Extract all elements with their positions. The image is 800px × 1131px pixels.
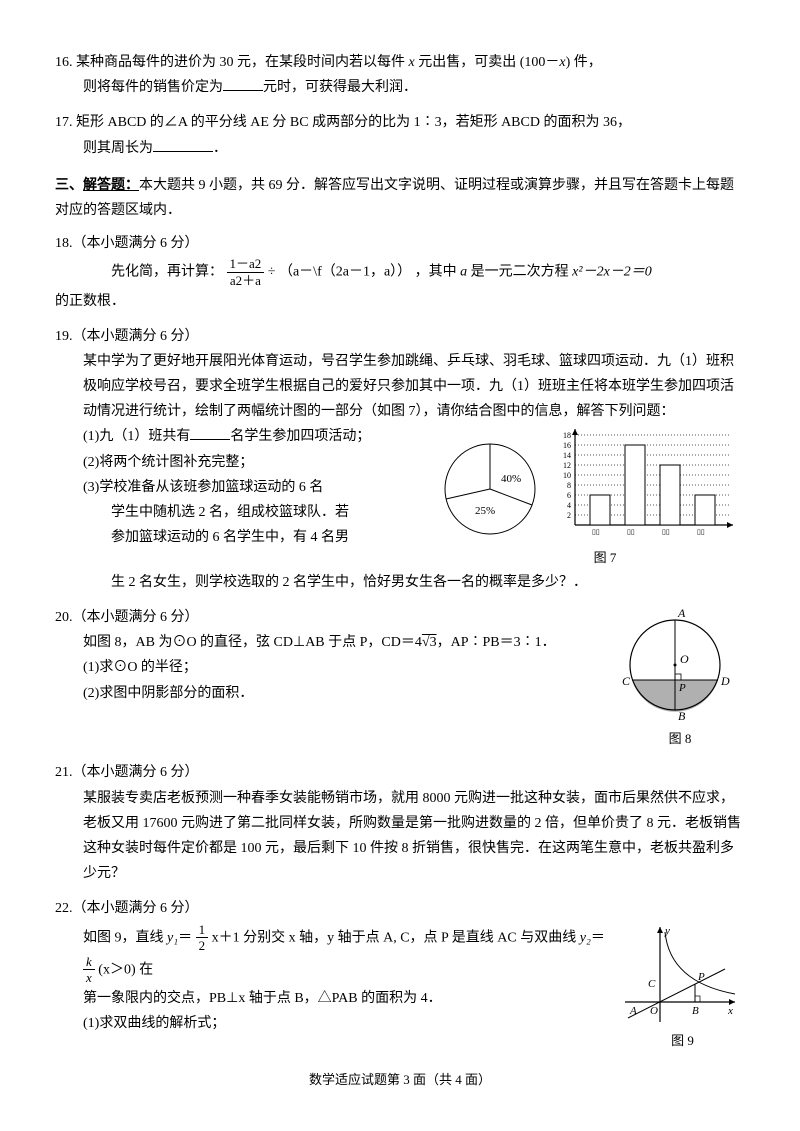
q16-blank [223, 75, 263, 91]
section-3-title: 三、解答题：本大题共 9 小题，共 69 分．解答应写出文字说明、证明过程或演算… [55, 173, 745, 223]
svg-text:P: P [697, 971, 705, 983]
pie-label-40: 40% [501, 473, 521, 485]
circle-diagram: A B C D O P [615, 605, 735, 725]
svg-text:4: 4 [567, 501, 571, 510]
q22-number: 22. [55, 901, 73, 916]
q19-sub1: (1)九（1）班共有名学生参加四项活动； [83, 424, 435, 449]
q20-number: 20. [55, 610, 73, 625]
question-19: 19.（本小题满分 6 分） 某中学为了更好地开展阳光体育运动，号召学生参加跳绳… [55, 324, 745, 595]
q22-sub1: (1)求双曲线的解析式； [55, 1011, 620, 1036]
q18-number: 18. [55, 236, 73, 251]
q19-number: 19. [55, 329, 73, 344]
svg-text:8: 8 [567, 481, 571, 490]
q17-line2: 则其周长为． [55, 136, 745, 161]
q20-sub2: (2)求图中阴影部分的面积． [55, 681, 615, 706]
figure-8-label: 图 8 [615, 727, 745, 750]
pie-label-25: 25% [475, 505, 495, 517]
svg-text:18: 18 [563, 431, 571, 440]
q19-sub3-l1: (3)学校准备从该班参加篮球运动的 6 名 [83, 475, 435, 500]
svg-text:A: A [629, 1005, 637, 1017]
q22-frac1: 12 [196, 922, 209, 954]
svg-text:2: 2 [567, 511, 571, 520]
svg-text:14: 14 [563, 451, 571, 460]
svg-text:O: O [680, 652, 689, 666]
q18-header: 18.（本小题满分 6 分） [55, 231, 745, 256]
q19-sub3-l4: 生 2 名女生，则学校选取的 2 名学生中，恰好男女生各一名的概率是多少？． [55, 570, 745, 595]
bar-yticks: 18 16 14 12 10 8 6 4 2 [563, 431, 571, 520]
svg-text:O: O [650, 1005, 658, 1017]
page-footer: 数学适应试题第 3 面（共 4 面） [0, 1068, 800, 1091]
svg-text:x: x [727, 1005, 733, 1017]
svg-text:A: A [677, 606, 686, 620]
svg-text:▯▯: ▯▯ [697, 528, 705, 536]
q19-sub3-l3: 参加篮球运动的 6 名学生中，有 4 名男 [83, 525, 435, 550]
question-16: 16. 某种商品每件的进价为 30 元，在某段时间内若以每件 x 元出售，可卖出… [55, 50, 745, 100]
q17-blank [153, 136, 213, 152]
figure-8: A B C D O P 图 8 [615, 605, 745, 750]
q16-number: 16. [55, 55, 73, 70]
q20-sub1: (1)求⊙O 的半径； [55, 655, 615, 680]
figure-7: 40% 25% 18 16 14 12 10 8 6 4 2 [435, 424, 745, 569]
pie-chart: 40% 25% [435, 434, 555, 544]
question-17: 17. 矩形 ABCD 的∠A 的平分线 AE 分 BC 成两部分的比为 1∶3… [55, 110, 745, 160]
q20-text: 20.（本小题满分 6 分） 如图 8，AB 为⊙O 的直径，弦 CD⊥AB 于… [55, 605, 615, 706]
svg-text:6: 6 [567, 491, 571, 500]
figure-7-label: 图 7 [465, 546, 745, 569]
bar-chart: 18 16 14 12 10 8 6 4 2 [555, 424, 735, 544]
svg-text:▯▯: ▯▯ [627, 528, 635, 536]
svg-text:y: y [664, 925, 670, 937]
svg-text:C: C [648, 978, 656, 990]
q19-p1: 某中学为了更好地开展阳光体育运动，号召学生参加跳绳、乒乓球、羽毛球、篮球四项运动… [55, 349, 745, 425]
question-20: 20.（本小题满分 6 分） 如图 8，AB 为⊙O 的直径，弦 CD⊥AB 于… [55, 605, 745, 750]
q17-line1: 17. 矩形 ABCD 的∠A 的平分线 AE 分 BC 成两部分的比为 1∶3… [55, 110, 745, 135]
q16-line2: 则将每件的销售价定为元时，可获得最大利润． [55, 75, 745, 100]
svg-text:10: 10 [563, 471, 571, 480]
q18-line3: 的正数根． [55, 289, 745, 314]
question-21: 21.（本小题满分 6 分） 某服装专卖店老板预测一种春季女装能畅销市场，就用 … [55, 760, 745, 886]
question-18: 18.（本小题满分 6 分） 先化简，再计算： 1－a2 a2＋a ÷ （a－\… [55, 231, 745, 314]
q16-line1: 16. 某种商品每件的进价为 30 元，在某段时间内若以每件 x 元出售，可卖出… [55, 50, 745, 75]
q18-body: 先化简，再计算： 1－a2 a2＋a ÷ （a－\f（2a－1，a）） ，其中 … [55, 256, 745, 288]
svg-text:12: 12 [563, 461, 571, 470]
q17-number: 17. [55, 115, 73, 130]
q21-body: 某服装专卖店老板预测一种春季女装能畅销市场，就用 8000 元购进一批这种女装，… [55, 786, 745, 887]
svg-text:▯▯: ▯▯ [662, 528, 670, 536]
svg-text:B: B [678, 709, 686, 723]
q19-blank [190, 424, 230, 440]
q21-number: 21. [55, 765, 73, 780]
figure-9: A O B C P x y 图 9 [620, 922, 745, 1052]
q22-text: 如图 9，直线 y₁＝ 12 x＋1 分别交 x 轴，y 轴于点 A, C，点 … [55, 922, 620, 1037]
q22-frac2: kx [83, 954, 95, 986]
bar-xlabels: ▯▯ ▯▯ ▯▯ ▯▯ [592, 528, 705, 536]
svg-text:▯▯: ▯▯ [592, 528, 600, 536]
q18-fraction: 1－a2 a2＋a [227, 256, 265, 288]
figure-9-label: 图 9 [620, 1029, 745, 1052]
question-22: 22.（本小题满分 6 分） 如图 9，直线 y₁＝ 12 x＋1 分别交 x … [55, 896, 745, 1052]
q19-sub3-l2: 学生中随机选 2 名，组成校篮球队．若 [83, 500, 435, 525]
q19-subs: (1)九（1）班共有名学生参加四项活动； (2)将两个统计图补充完整； (3)学… [55, 424, 435, 550]
svg-text:B: B [692, 1005, 699, 1017]
svg-text:P: P [678, 682, 686, 694]
svg-text:D: D [720, 674, 730, 688]
graph-diagram: A O B C P x y [620, 922, 740, 1027]
q19-sub2: (2)将两个统计图补充完整； [83, 450, 435, 475]
svg-text:16: 16 [563, 441, 571, 450]
q19-header: 19.（本小题满分 6 分） [55, 324, 745, 349]
svg-text:C: C [622, 674, 631, 688]
